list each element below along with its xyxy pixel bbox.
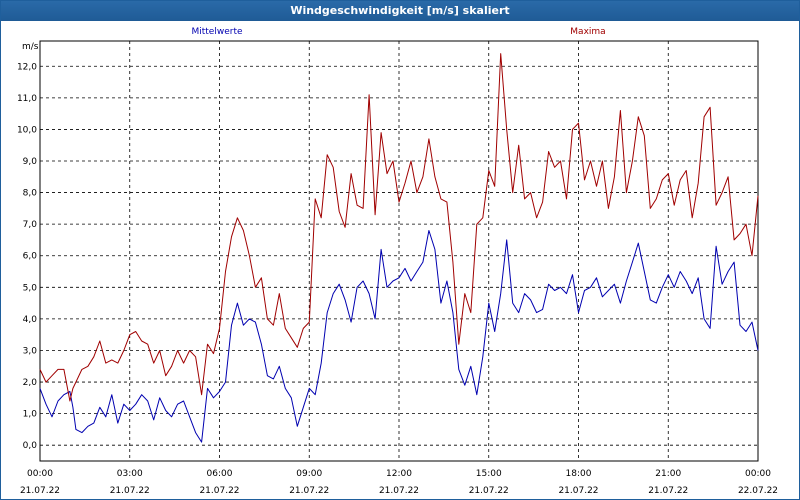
- x-tick-time: 18:00: [566, 469, 592, 479]
- x-tick-date: 21.07.22: [199, 486, 239, 496]
- x-tick-date: 21.07.22: [289, 486, 329, 496]
- y-tick-label: 3,0: [23, 346, 38, 356]
- x-tick-time: 00:00: [27, 469, 53, 479]
- series-line-mittelwerte: [39, 230, 759, 443]
- y-axis-label: m/s: [22, 42, 39, 52]
- series-line-maxima: [39, 53, 759, 402]
- series-lines: [39, 53, 759, 443]
- x-tick-date: 21.07.22: [110, 486, 150, 496]
- x-tick-time: 09:00: [296, 469, 322, 479]
- legend-max: Maxima: [570, 27, 605, 37]
- y-tick-label: 2,0: [23, 378, 38, 388]
- legend-mean: Mittelwerte: [191, 27, 242, 37]
- y-tick-label: 10,0: [17, 125, 37, 135]
- x-tick-date: 22.07.22: [738, 486, 778, 496]
- y-tick-label: 8,0: [23, 189, 38, 199]
- window-title: Windgeschwindigkeit [m/s] skaliert: [1, 1, 799, 21]
- y-tick-label: 11,0: [17, 94, 37, 104]
- x-tick-time: 12:00: [386, 469, 412, 479]
- x-tick-date: 21.07.22: [648, 486, 688, 496]
- x-tick-date: 21.07.22: [469, 486, 509, 496]
- y-tick-label: 4,0: [23, 315, 38, 325]
- x-tick-time: 21:00: [655, 469, 681, 479]
- y-tick-label: 7,0: [23, 220, 38, 230]
- y-tick-label: 0,0: [23, 441, 38, 451]
- x-tick-time: 06:00: [207, 469, 233, 479]
- x-axis-ticks: 00:00 21.07.22 03:00 21.07.22 06:00 21.07.22 0…: [20, 469, 778, 496]
- x-tick-time: 00:00: [745, 469, 771, 479]
- x-tick-date: 21.07.22: [558, 486, 598, 496]
- y-tick-label: 5,0: [23, 283, 38, 293]
- x-tick-time: 15:00: [476, 469, 502, 479]
- y-axis-ticks: 0,0 1,0 2,0 3,0 4,0 5,0 6,0 7,0 8,0 9,0 10,0 11,0 12…: [17, 62, 37, 451]
- y-tick-label: 12,0: [17, 62, 37, 72]
- y-tick-label: 6,0: [23, 252, 38, 262]
- x-tick-date: 21.07.22: [20, 486, 60, 496]
- x-tick-time: 03:00: [117, 469, 143, 479]
- x-tick-date: 21.07.22: [379, 486, 419, 496]
- y-tick-label: 1,0: [23, 410, 38, 420]
- y-tick-label: 9,0: [23, 157, 38, 167]
